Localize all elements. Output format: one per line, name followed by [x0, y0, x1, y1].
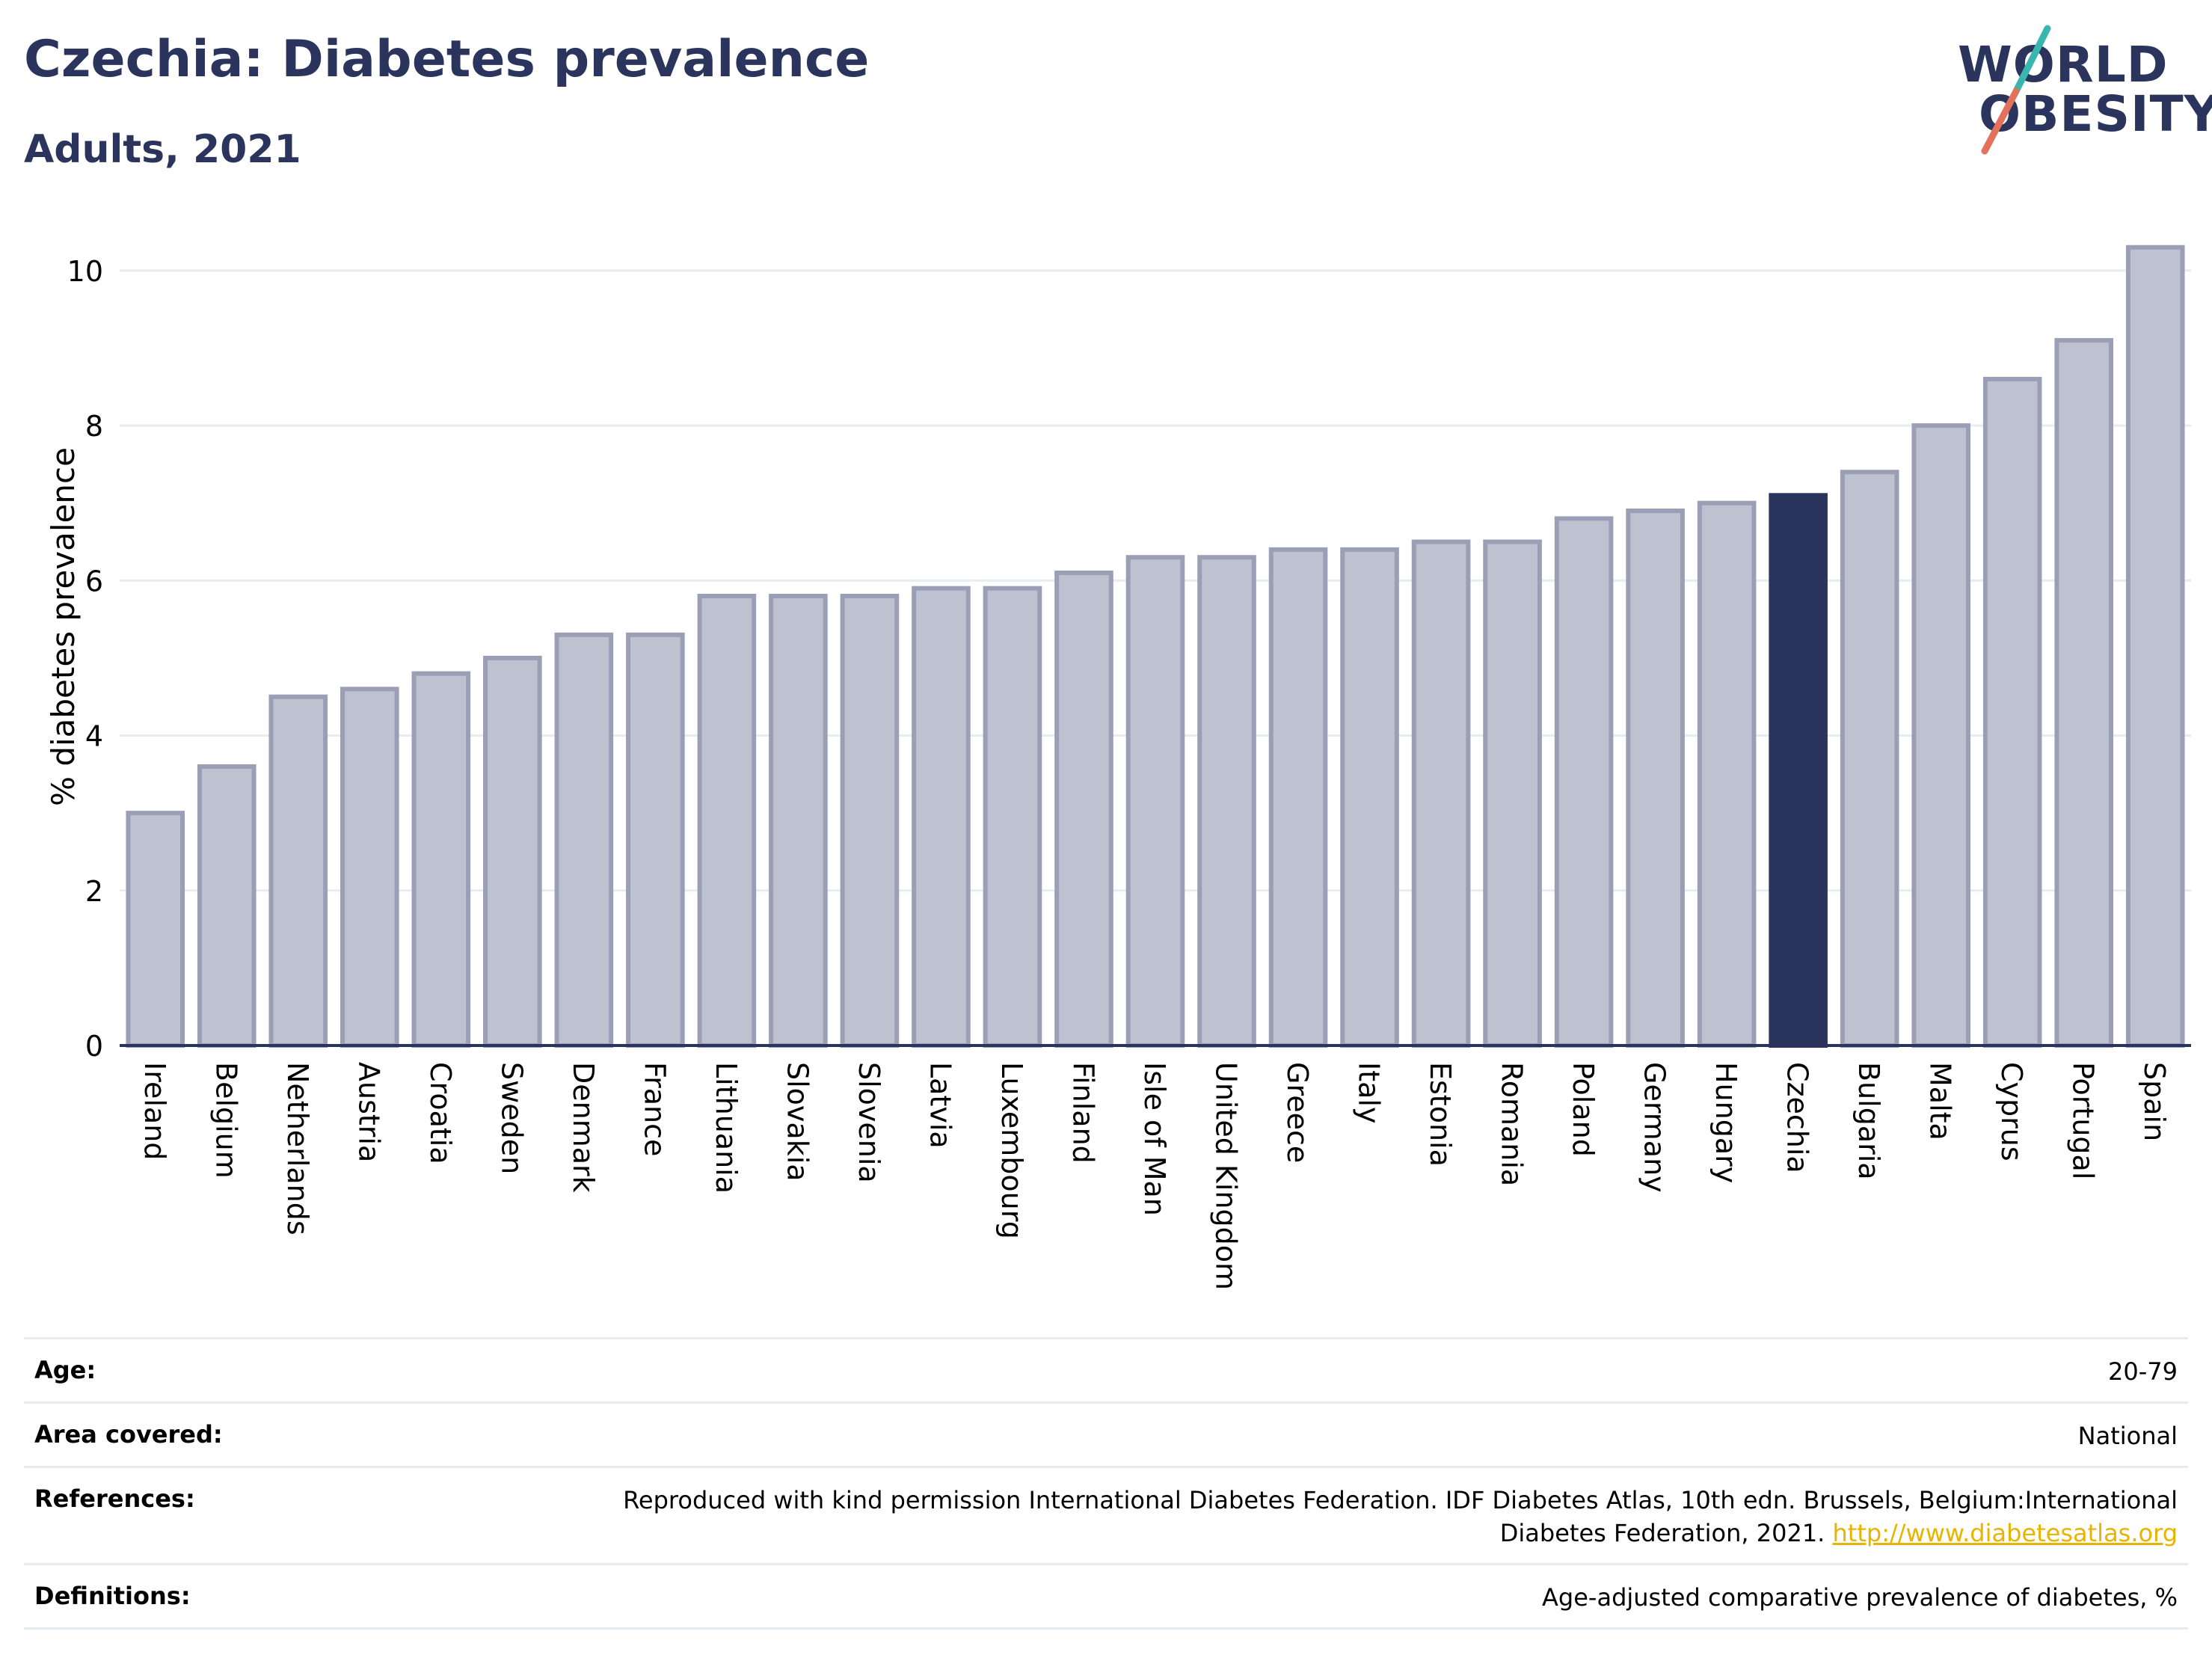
- x-tick-label: Belgium: [209, 1062, 242, 1179]
- bar: [1982, 376, 2042, 1048]
- bar: [483, 655, 542, 1048]
- x-tick-label: Croatia: [424, 1062, 457, 1164]
- bar: [626, 632, 685, 1048]
- bar: [197, 764, 256, 1048]
- bar: [126, 811, 185, 1048]
- meta-row-references: References: Reproduced with kind permiss…: [24, 1466, 2188, 1562]
- x-tick-label: Bulgaria: [1852, 1062, 1885, 1180]
- references-value: Reproduced with kind permission Internat…: [622, 1484, 2178, 1549]
- x-tick-label: Romania: [1496, 1062, 1529, 1186]
- x-tick-label: Germany: [1638, 1062, 1671, 1193]
- x-tick-label: Hungary: [1709, 1062, 1742, 1183]
- y-tick-label: 6: [85, 565, 103, 598]
- x-tick-label: Spain: [2138, 1062, 2171, 1141]
- x-tick-label: Lithuania: [710, 1062, 743, 1194]
- x-tick-label: Slovakia: [781, 1062, 814, 1182]
- bar: [983, 586, 1042, 1048]
- bar: [1840, 470, 1899, 1048]
- bar: [411, 671, 471, 1048]
- bar: [1626, 509, 1685, 1048]
- bar: [2125, 245, 2185, 1048]
- bar: [340, 687, 399, 1048]
- bar: [1697, 500, 1757, 1048]
- bar: [1411, 539, 1471, 1048]
- y-tick-label: 2: [85, 875, 103, 908]
- x-tick-label: United Kingdom: [1210, 1062, 1243, 1290]
- bar: [912, 586, 971, 1048]
- bar-chart: 0 2 4 6 8 10 Ireland Belgium Netherlands Austria C…: [67, 245, 2191, 1290]
- y-tick-label: 4: [85, 720, 103, 753]
- bar: [1125, 555, 1185, 1048]
- logo-slash-icon: [1981, 25, 2051, 155]
- x-tick-label: Netherlands: [281, 1062, 314, 1235]
- x-tick-label: France: [638, 1062, 671, 1156]
- chart-title: Czechia: Diabetes prevalence: [24, 30, 870, 89]
- x-tick-label: Latvia: [924, 1062, 956, 1149]
- x-tick-label: Isle of Man: [1138, 1062, 1171, 1216]
- metadata-table: Age: 20-79 Area covered: National Refere…: [24, 1337, 2188, 1630]
- x-tick-label: Malta: [1924, 1062, 1957, 1140]
- definitions-label: Definitions:: [34, 1581, 191, 1610]
- bar: [1197, 555, 1256, 1048]
- meta-row-definitions: Definitions: Age-adjusted comparative pr…: [24, 1562, 2188, 1630]
- bar: [1911, 423, 1970, 1048]
- age-label: Age:: [34, 1356, 96, 1384]
- bar: [2054, 338, 2114, 1048]
- bar: [840, 594, 900, 1048]
- bar: [554, 632, 614, 1048]
- bar: [1054, 570, 1113, 1048]
- x-tick-label: Finland: [1066, 1062, 1099, 1164]
- logo-word-world: WORLD: [1958, 36, 2169, 93]
- y-tick-label: 0: [85, 1030, 103, 1063]
- x-tick-label: Estonia: [1424, 1062, 1457, 1167]
- x-tick-label: Austria: [352, 1062, 385, 1162]
- y-tick-label: 10: [67, 255, 103, 288]
- world-obesity-logo[interactable]: WORLD OBESITY: [1952, 22, 2212, 157]
- meta-row-age: Age: 20-79: [24, 1337, 2188, 1401]
- age-value: 20-79: [2108, 1357, 2178, 1386]
- x-tick-label: Czechia: [1781, 1062, 1814, 1173]
- x-tick-label: Slovenia: [852, 1062, 885, 1183]
- area-label: Area covered:: [34, 1420, 223, 1449]
- definitions-value: Age-adjusted comparative prevalence of d…: [1542, 1582, 2178, 1612]
- references-text: Reproduced with kind permission Internat…: [623, 1486, 2178, 1547]
- references-link[interactable]: http://www.diabetesatlas.org: [1832, 1518, 2178, 1547]
- x-tick-label: Sweden: [495, 1062, 528, 1174]
- bar: [1483, 539, 1542, 1048]
- bar: [268, 694, 328, 1048]
- x-tick-label: Luxembourg: [995, 1062, 1028, 1239]
- bar: [769, 594, 828, 1048]
- x-tick-label: Poland: [1567, 1062, 1600, 1157]
- x-tick-label: Ireland: [138, 1062, 171, 1160]
- bar: [1340, 547, 1399, 1048]
- bar-highlight: [1769, 493, 1828, 1048]
- chart-subtitle: Adults, 2021: [24, 127, 301, 172]
- x-tick-label: Cyprus: [1995, 1062, 2028, 1161]
- references-label: References:: [34, 1484, 195, 1514]
- meta-row-area: Area covered: National: [24, 1401, 2188, 1466]
- x-tick-label: Italy: [1353, 1062, 1386, 1123]
- bar: [697, 594, 757, 1048]
- area-value: National: [2077, 1422, 2178, 1451]
- bar: [1554, 516, 1614, 1048]
- x-tick-label: Denmark: [567, 1062, 600, 1193]
- x-tick-label: Portugal: [2067, 1062, 2100, 1179]
- x-tick-label: Greece: [1281, 1062, 1314, 1163]
- y-tick-label: 8: [85, 410, 103, 443]
- bar: [1268, 547, 1328, 1048]
